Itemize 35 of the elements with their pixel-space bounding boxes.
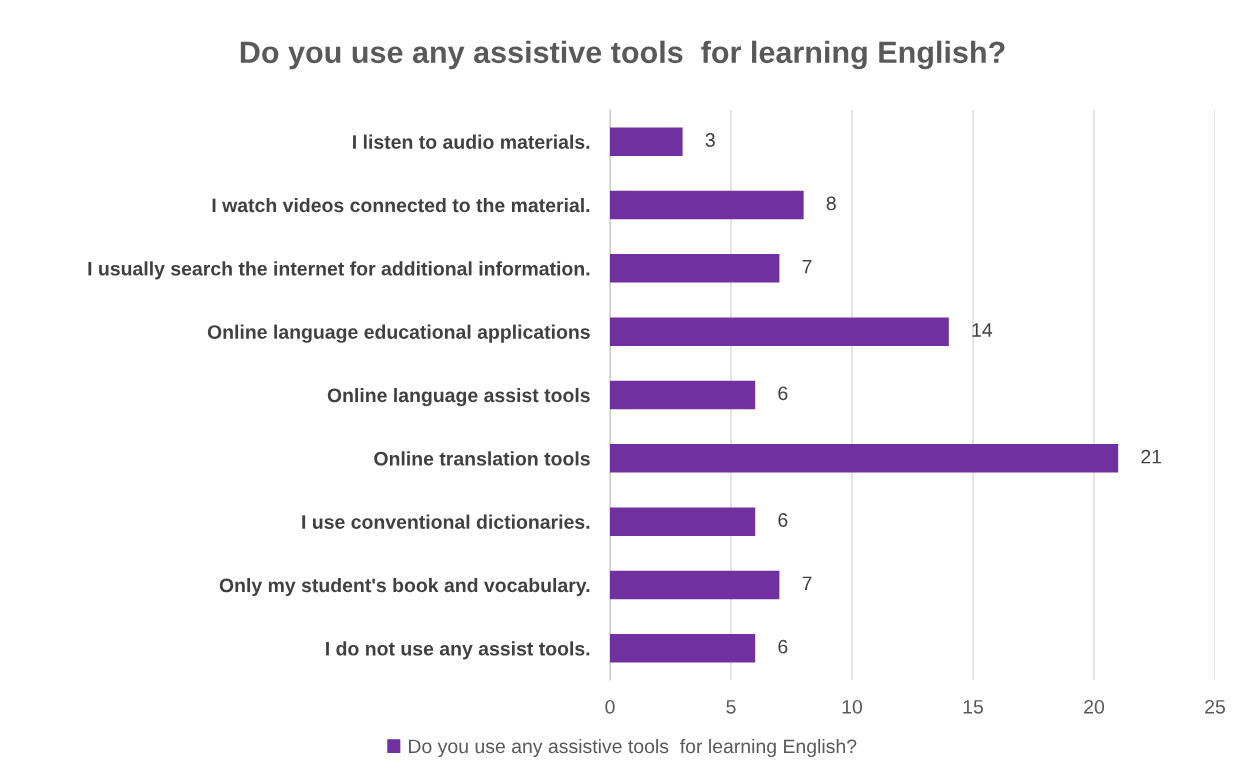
y-tick-label: Online language assist tools: [327, 387, 590, 407]
data-label: 6: [778, 639, 788, 654]
y-tick-label: I listen to audio materials.: [353, 134, 590, 149]
bar: [610, 507, 756, 536]
y-tick-label: Online language educational applications: [207, 324, 590, 343]
bar: [610, 317, 949, 346]
data-label: 7: [802, 576, 812, 591]
chart-title: Do you use any assistive tools for learning English?: [240, 40, 1005, 70]
bar: [610, 127, 683, 156]
data-label: 21: [1141, 449, 1162, 464]
data-label: 3: [705, 133, 715, 147]
y-tick-label: I usually search the internet for additional information.: [88, 261, 590, 280]
x-tick-label: 0: [605, 699, 615, 714]
data-label: 14: [972, 323, 993, 337]
bar: [610, 570, 780, 600]
data-label: 8: [826, 196, 836, 211]
y-tick-label: I use conventional dictionaries.: [302, 514, 590, 529]
bar: [610, 634, 756, 663]
bar: [610, 380, 756, 410]
y-tick-label: I do not use any assist tools.: [326, 641, 590, 660]
y-tick-label: I watch videos connected to the material.: [212, 197, 590, 213]
bar: [610, 444, 1119, 473]
x-tick-label: 5: [726, 700, 736, 714]
data-label: 6: [778, 386, 788, 401]
y-tick-label: Only my student's book and vocabulary.: [219, 577, 590, 597]
data-label: 6: [778, 513, 788, 527]
y-tick-label: Online translation tools: [374, 451, 590, 466]
x-tick-label: 25: [1205, 699, 1225, 714]
x-tick-label: 20: [1084, 699, 1105, 714]
legend-label: Do you use any assistive tools for learning English?: [409, 738, 857, 758]
bar: [610, 254, 780, 283]
data-label: 7: [802, 259, 812, 274]
bar: [610, 190, 804, 220]
x-tick-label: 10: [842, 699, 863, 714]
x-tick-label: 15: [963, 700, 983, 714]
